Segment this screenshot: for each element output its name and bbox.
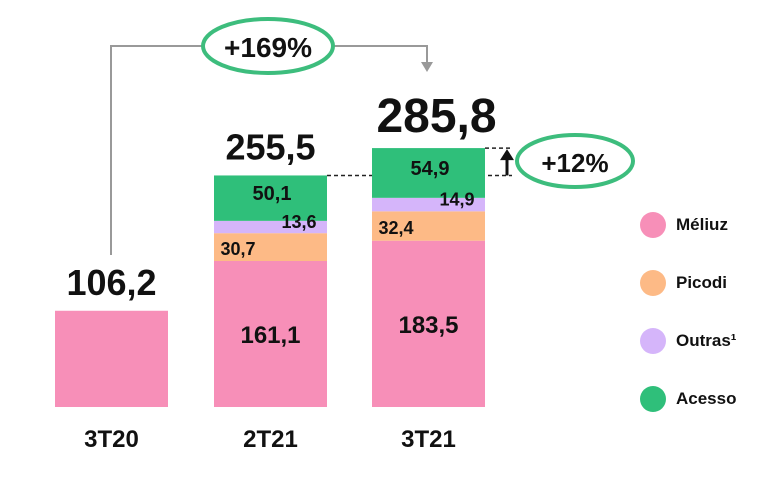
growth-yoy-bubble: +169% (201, 17, 335, 75)
value-label-3t21-acesso: 54,9 (411, 158, 450, 180)
category-label-3t20: 3T20 (84, 426, 139, 453)
growth-qoq-label: +12% (541, 148, 608, 178)
labels: 106,2 3T20 161,1 30,7 13,6 50,1 255,5 2T21 183,5… (66, 90, 496, 453)
connector-right (333, 45, 428, 64)
bar-2t21-meliuz (214, 261, 327, 407)
legend-label-acesso: Acesso (676, 389, 737, 408)
connector-left (110, 45, 203, 255)
value-label-2t21-meliuz: 161,1 (240, 322, 300, 349)
legend-item-acesso: Acesso (640, 370, 780, 428)
legend-swatch-outras (640, 328, 666, 354)
value-label-3t21-meliuz: 183,5 (398, 312, 458, 339)
connector-arrowhead (421, 62, 433, 72)
total-label-3t20: 106,2 (66, 262, 156, 303)
value-label-3t21-picodi: 32,4 (378, 218, 413, 238)
growth-yoy-ellipse (201, 17, 335, 75)
value-label-2t21-picodi: 30,7 (220, 239, 255, 259)
legend-item-outras: Outras¹ (640, 312, 780, 370)
bars (55, 148, 485, 407)
total-label-2t21: 255,5 (225, 126, 315, 167)
bar-2t21-acesso (214, 175, 327, 221)
legend-swatch-picodi (640, 270, 666, 296)
bar-3t21-outras (372, 197, 485, 212)
legend-item-meliuz: Méliuz (640, 196, 780, 254)
legend-label-picodi: Picodi (676, 273, 728, 292)
growth-yoy-label: +169% (224, 32, 312, 63)
category-label-2t21: 2T21 (243, 426, 298, 453)
legend-swatch-meliuz (640, 212, 666, 238)
value-label-2t21-acesso: 50,1 (253, 183, 292, 205)
bar-3t21-picodi (372, 211, 485, 241)
qoq-arrowhead (500, 149, 514, 161)
bar-3t21-meliuz (372, 240, 485, 407)
legend-item-picodi: Picodi (640, 254, 780, 312)
legend-swatch-acesso (640, 386, 666, 412)
growth-qoq-bubble: +12% (515, 133, 635, 189)
category-label-3t21: 3T21 (401, 426, 456, 453)
growth-qoq-ellipse (515, 133, 635, 189)
legend-label-outras: Outras¹ (676, 331, 737, 350)
bar-2t21-picodi (214, 233, 327, 262)
legend: Méliuz Picodi Outras¹ Acesso (640, 196, 780, 428)
bar-2t21-outras (214, 220, 327, 234)
legend-label-meliuz: Méliuz (676, 215, 728, 234)
value-label-3t21-outras: 14,9 (439, 190, 474, 210)
total-label-3t21: 285,8 (376, 90, 496, 143)
bar-3t21-acesso (372, 148, 485, 198)
bar-3t20-meliuz (55, 310, 168, 407)
value-label-2t21-outras: 13,6 (281, 212, 316, 232)
